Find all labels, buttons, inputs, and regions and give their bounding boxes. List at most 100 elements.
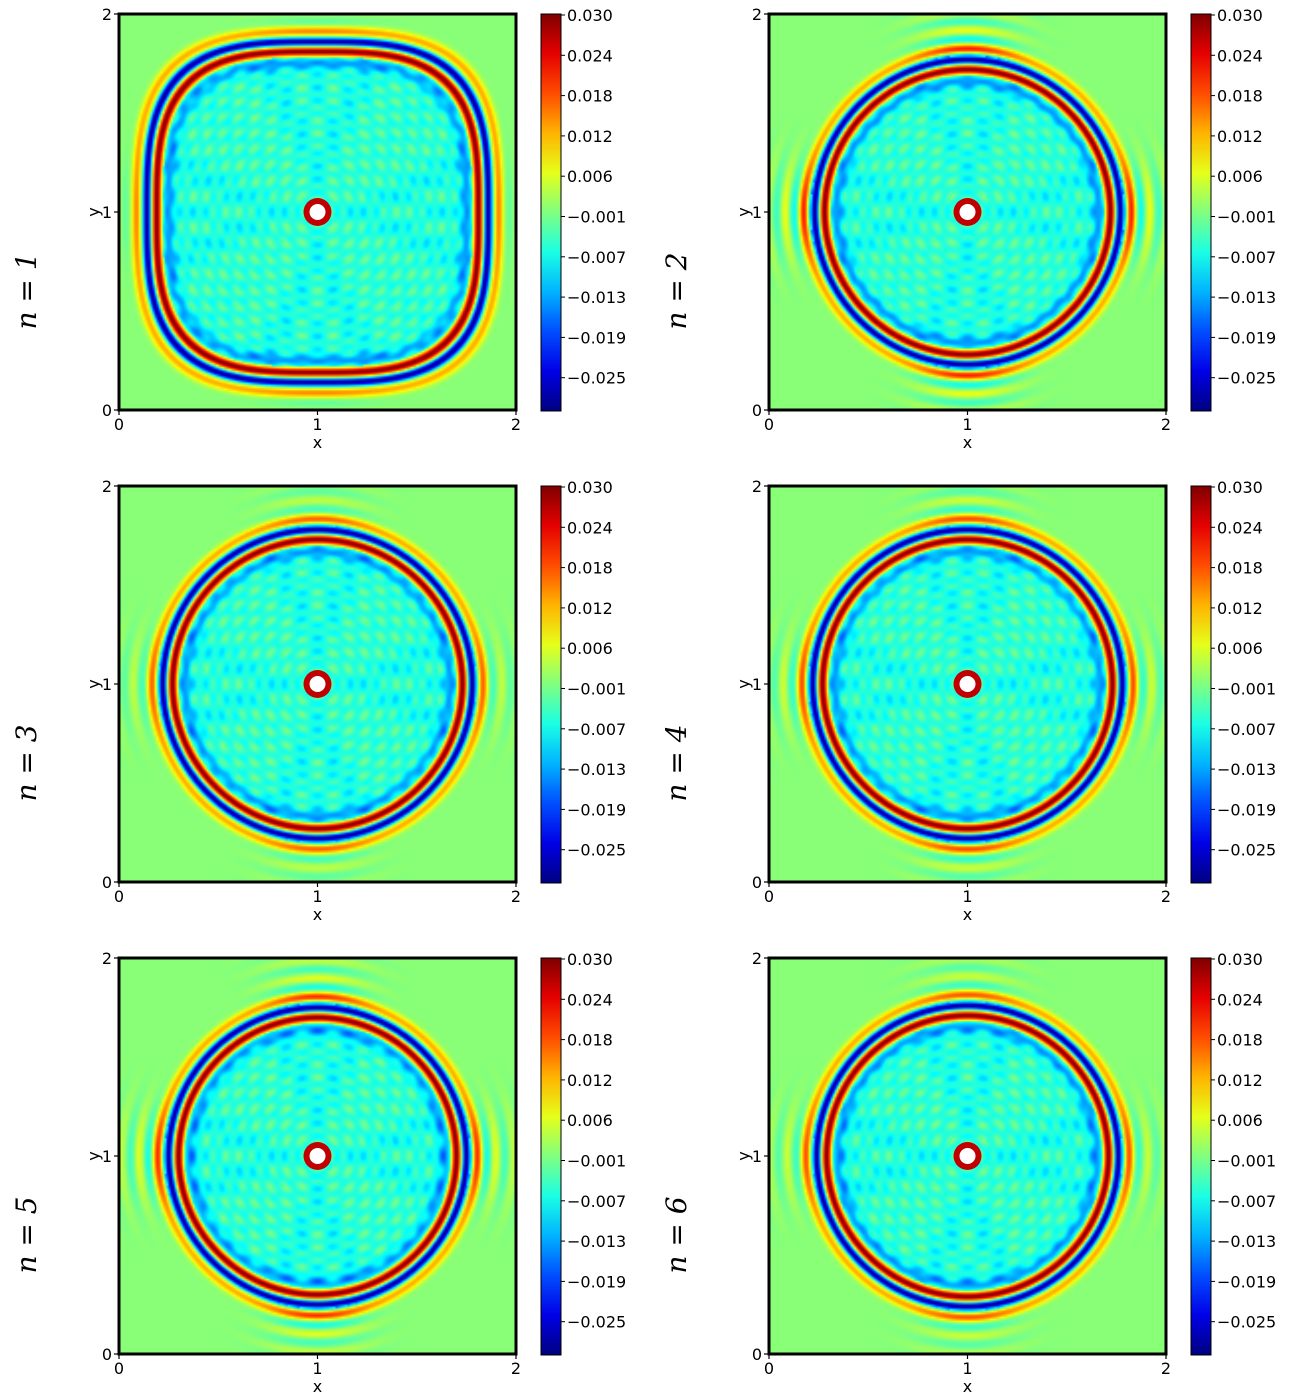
colorbar bbox=[540, 13, 562, 412]
y-tick-label: 0 bbox=[752, 873, 762, 892]
colorbar-tick-label: 0.012 bbox=[1217, 127, 1263, 146]
y-tick-label: 0 bbox=[102, 1345, 112, 1364]
colorbar-tick-label: 0.030 bbox=[1217, 6, 1263, 25]
panel-3: 0 1 2 0 1 2 x y n = 3 0.030 0.024 0.018 0.012 0.006 −0… bbox=[10, 477, 626, 924]
colorbar-tick-label: −0.007 bbox=[1217, 1192, 1276, 1211]
colorbar-tick-label: −0.001 bbox=[1217, 208, 1276, 227]
colorbar-tick-label: −0.019 bbox=[567, 1272, 626, 1291]
panel-4: 0 1 2 0 1 2 x y n = 4 0.030 0.024 0.018 0.012 0.006 −0… bbox=[660, 477, 1276, 924]
x-tick-label: 1 bbox=[962, 887, 972, 906]
x-tick-label: 2 bbox=[1161, 415, 1171, 434]
colorbar-tick-label: −0.025 bbox=[567, 1313, 626, 1332]
y-tick-label: 0 bbox=[752, 1345, 762, 1364]
colorbar-tick-label: 0.024 bbox=[567, 46, 613, 65]
colorbar-tick-label: 0.018 bbox=[567, 1031, 613, 1050]
colorbar-tick-label: 0.012 bbox=[567, 599, 613, 618]
colorbar-tick-label: 0.018 bbox=[567, 559, 613, 578]
colorbar-tick-label: −0.001 bbox=[1217, 1152, 1276, 1171]
colorbar-tick-label: 0.012 bbox=[1217, 1071, 1263, 1090]
colorbar-tick-label: 0.012 bbox=[567, 127, 613, 146]
y-tick-label: 1 bbox=[752, 675, 762, 694]
colorbar bbox=[1190, 957, 1212, 1356]
y-axis-label: y bbox=[84, 1151, 103, 1160]
source-marker bbox=[309, 676, 326, 692]
colorbar-tick-label: −0.025 bbox=[1217, 841, 1276, 860]
colorbar-tick-label: 0.024 bbox=[1217, 990, 1263, 1009]
colorbar-tick-label: −0.007 bbox=[567, 248, 626, 267]
x-tick-label: 2 bbox=[1161, 1359, 1171, 1378]
colorbar-tick-label: −0.019 bbox=[1217, 328, 1276, 347]
y-tick-label: 1 bbox=[752, 203, 762, 222]
colorbar-tick-label: −0.007 bbox=[567, 1192, 626, 1211]
colorbar-tick-label: 0.006 bbox=[567, 639, 613, 658]
x-tick-label: 2 bbox=[1161, 887, 1171, 906]
y-tick-label: 2 bbox=[752, 477, 762, 496]
colorbar-tick-label: 0.006 bbox=[567, 167, 613, 186]
colorbar-tick-label: −0.007 bbox=[1217, 720, 1276, 739]
y-tick-label: 2 bbox=[102, 949, 112, 968]
colorbar-tick-label: −0.019 bbox=[567, 328, 626, 347]
colorbar-tick-label: −0.019 bbox=[1217, 800, 1276, 819]
x-axis-label: x bbox=[313, 905, 322, 924]
colorbar bbox=[540, 485, 562, 884]
row-label: n = 1 bbox=[10, 252, 43, 329]
colorbar-tick-label: 0.018 bbox=[1217, 559, 1263, 578]
y-tick-label: 2 bbox=[752, 5, 762, 24]
colorbar-tick-label: 0.012 bbox=[1217, 599, 1263, 618]
panel-6: 0 1 2 0 1 2 x y n = 6 0.030 0.024 0.018 0.012 0.006 −0… bbox=[660, 949, 1276, 1396]
row-label: n = 5 bbox=[10, 1196, 43, 1273]
source-marker bbox=[959, 204, 976, 220]
x-tick-label: 0 bbox=[114, 1359, 124, 1378]
colorbar-tick-label: −0.025 bbox=[1217, 1313, 1276, 1332]
source-marker bbox=[959, 676, 976, 692]
colorbar-tick-label: 0.024 bbox=[1217, 518, 1263, 537]
colorbar-tick-label: 0.024 bbox=[1217, 46, 1263, 65]
colorbar-tick-label: 0.030 bbox=[1217, 950, 1263, 969]
x-axis-label: x bbox=[963, 433, 972, 452]
colorbar-tick-label: 0.024 bbox=[567, 990, 613, 1009]
colorbar bbox=[1190, 485, 1212, 884]
colorbar-tick-label: −0.025 bbox=[567, 841, 626, 860]
colorbar-tick-label: 0.006 bbox=[567, 1111, 613, 1130]
y-axis-label: y bbox=[734, 207, 753, 216]
colorbar bbox=[540, 957, 562, 1356]
colorbar-tick-label: 0.018 bbox=[1217, 1031, 1263, 1050]
x-tick-label: 1 bbox=[312, 1359, 322, 1378]
x-tick-label: 2 bbox=[511, 415, 521, 434]
panel-5: 0 1 2 0 1 2 x y n = 5 0.030 0.024 0.018 0.012 0.006 −0… bbox=[10, 949, 626, 1396]
x-tick-label: 0 bbox=[764, 887, 774, 906]
y-tick-label: 0 bbox=[102, 401, 112, 420]
y-tick-label: 1 bbox=[102, 203, 112, 222]
colorbar-tick-label: 0.024 bbox=[567, 518, 613, 537]
y-tick-label: 0 bbox=[752, 401, 762, 420]
y-tick-label: 2 bbox=[102, 5, 112, 24]
row-label: n = 4 bbox=[660, 724, 693, 801]
x-tick-label: 2 bbox=[511, 1359, 521, 1378]
colorbar-tick-label: −0.025 bbox=[1217, 369, 1276, 388]
colorbar-tick-label: −0.001 bbox=[1217, 680, 1276, 699]
x-tick-label: 1 bbox=[312, 887, 322, 906]
y-tick-label: 1 bbox=[752, 1147, 762, 1166]
colorbar-tick-label: 0.006 bbox=[1217, 639, 1263, 658]
x-axis-label: x bbox=[963, 1377, 972, 1396]
colorbar-tick-label: −0.007 bbox=[567, 720, 626, 739]
colorbar-tick-label: 0.012 bbox=[567, 1071, 613, 1090]
y-tick-label: 0 bbox=[102, 873, 112, 892]
colorbar-tick-label: −0.013 bbox=[567, 288, 626, 307]
source-marker bbox=[309, 204, 326, 220]
y-tick-label: 1 bbox=[102, 1147, 112, 1166]
y-axis-label: y bbox=[734, 679, 753, 688]
x-tick-label: 1 bbox=[962, 1359, 972, 1378]
colorbar-tick-label: 0.006 bbox=[1217, 1111, 1263, 1130]
y-tick-label: 2 bbox=[102, 477, 112, 496]
colorbar-tick-label: −0.001 bbox=[567, 1152, 626, 1171]
colorbar-tick-label: −0.019 bbox=[1217, 1272, 1276, 1291]
x-axis-label: x bbox=[963, 905, 972, 924]
colorbar-tick-label: −0.013 bbox=[1217, 760, 1276, 779]
colorbar-tick-label: −0.007 bbox=[1217, 248, 1276, 267]
x-tick-label: 2 bbox=[511, 887, 521, 906]
x-tick-label: 1 bbox=[312, 415, 322, 434]
x-tick-label: 0 bbox=[764, 1359, 774, 1378]
y-tick-label: 1 bbox=[102, 675, 112, 694]
